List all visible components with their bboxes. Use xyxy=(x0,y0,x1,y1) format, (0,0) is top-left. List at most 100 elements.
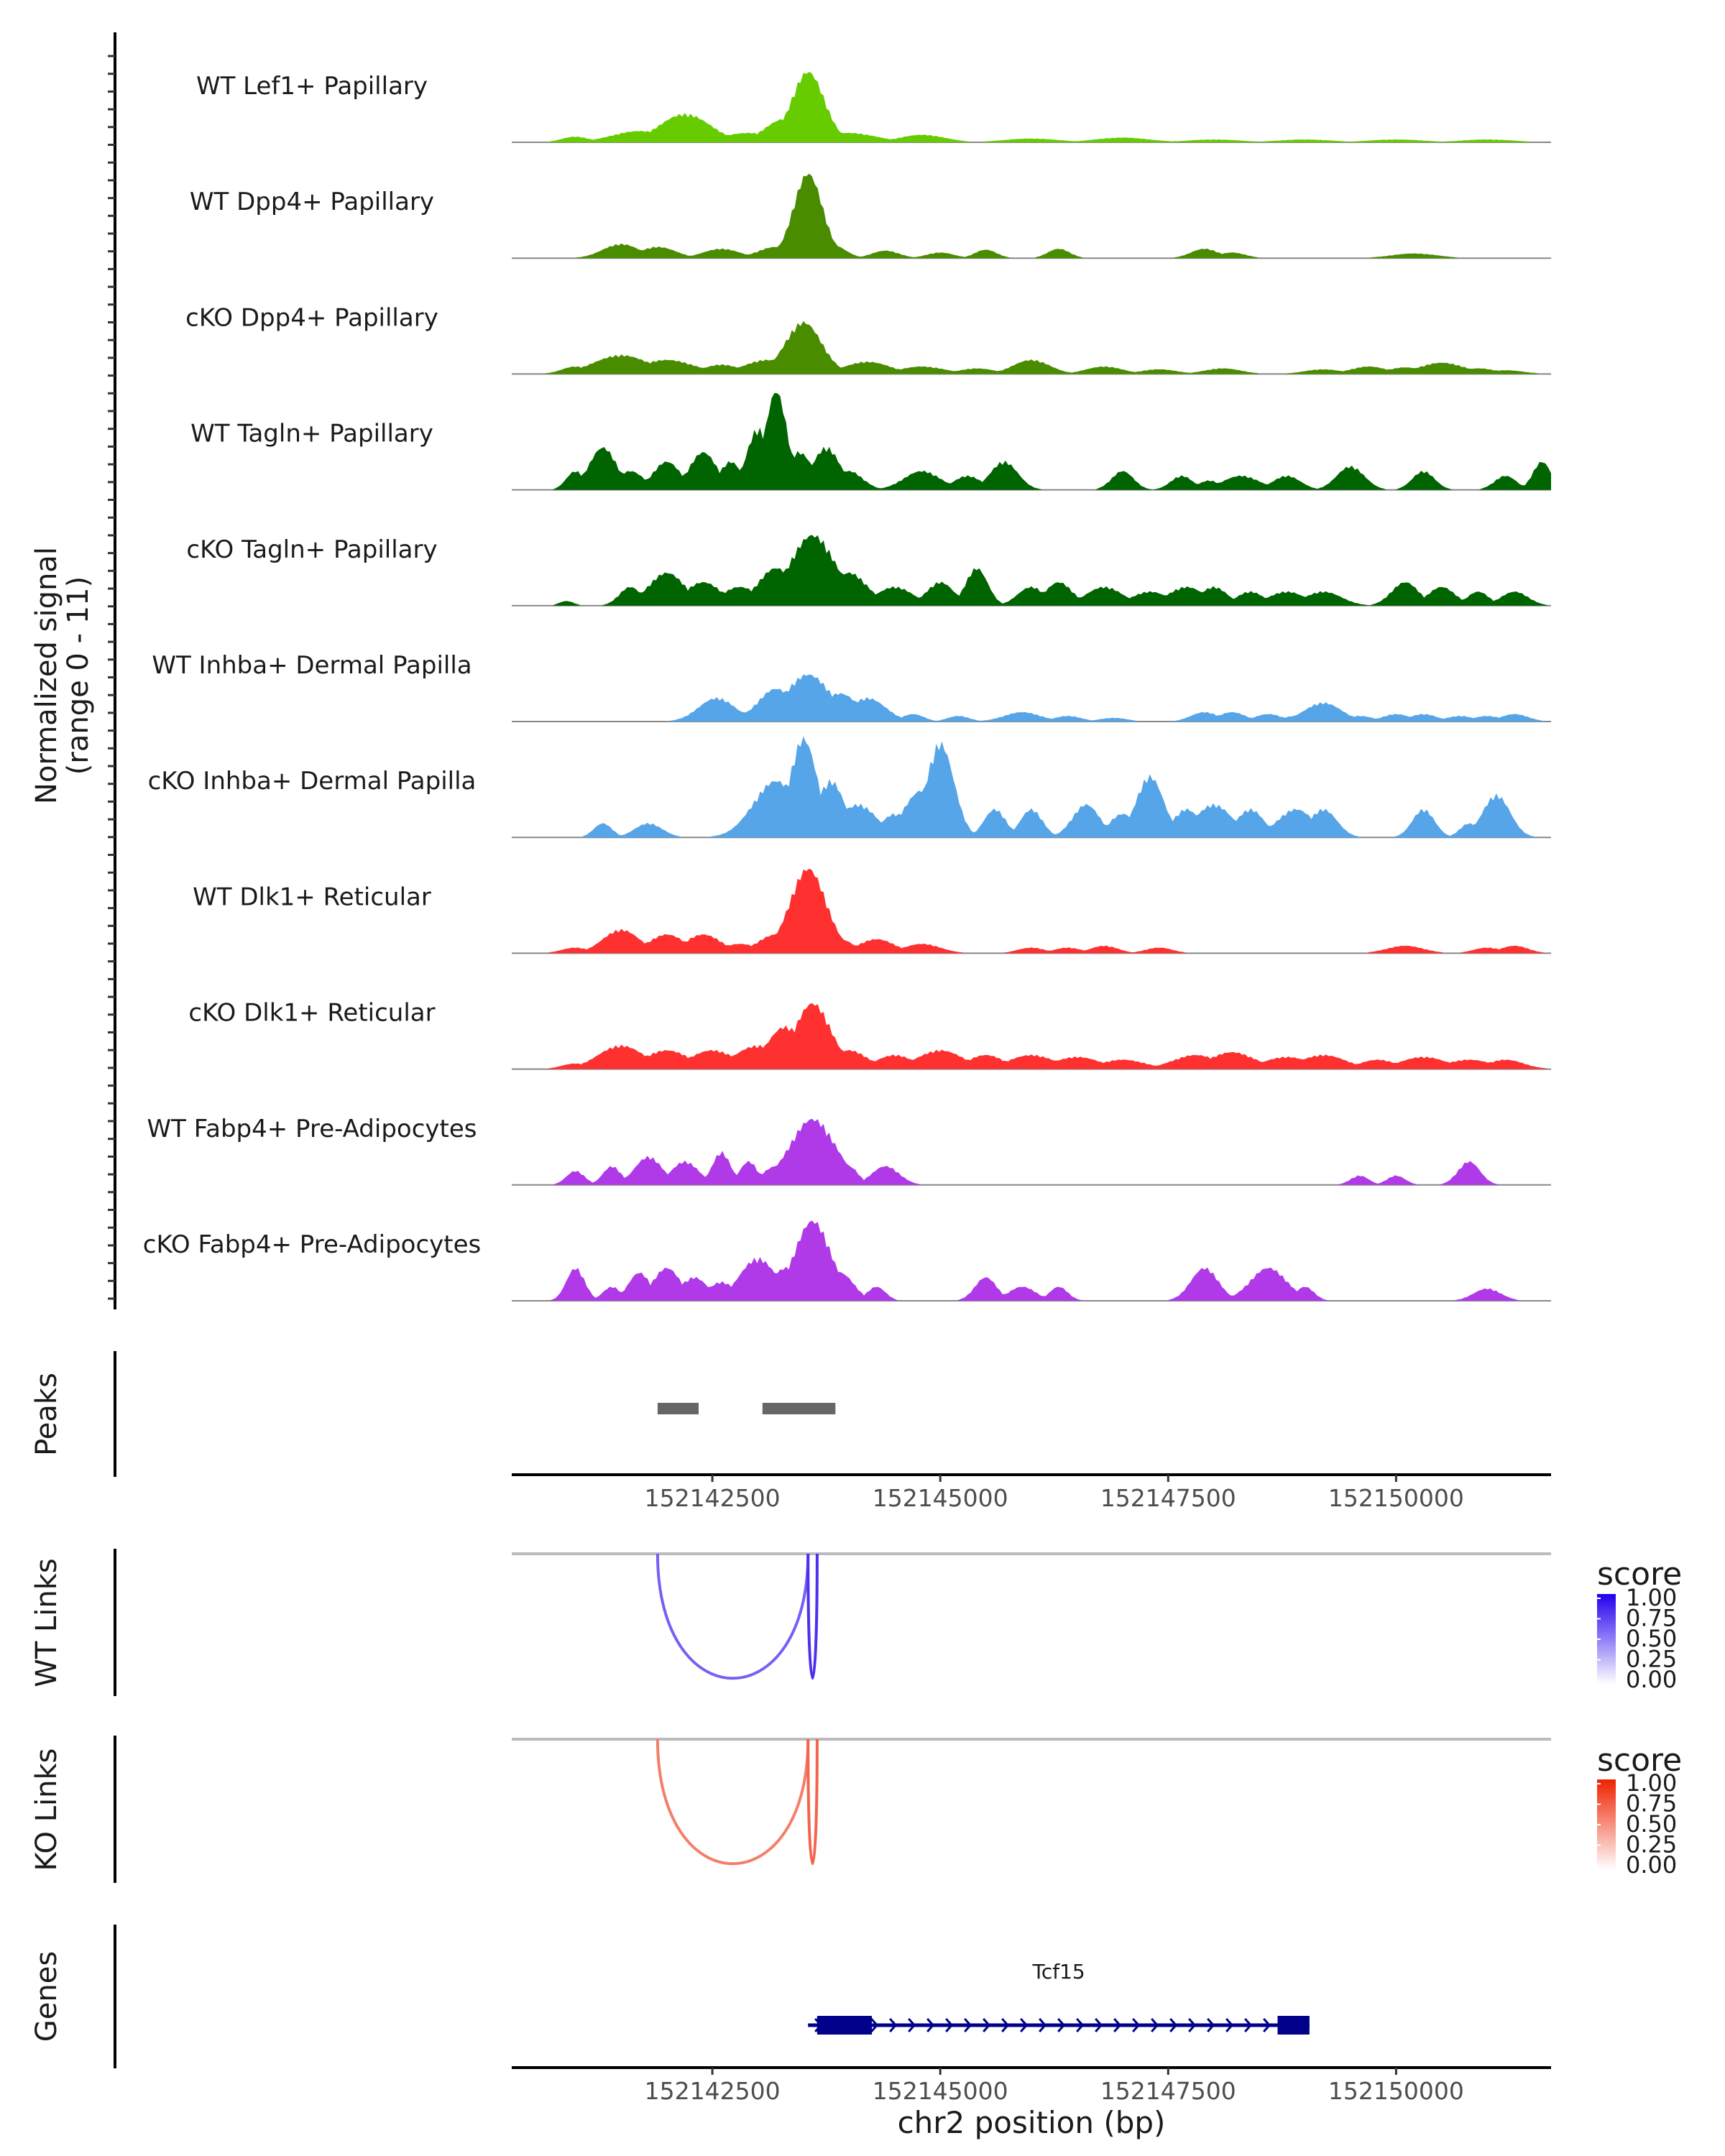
genes-label: Genes xyxy=(30,1951,63,2042)
x-axis-bottom: 152142500 152145000 152147500 152150000 xyxy=(512,2066,1551,2105)
coverage-area xyxy=(512,1003,1551,1069)
x-tick-label: 152150000 xyxy=(1328,1484,1464,1512)
coverage-area xyxy=(512,1220,1551,1301)
peaks-label: Peaks xyxy=(30,1373,63,1456)
track-label: cKO Dlk1+ Reticular xyxy=(188,999,435,1028)
link-arc xyxy=(806,1553,819,1680)
coverage-tracks: WT Lef1+ Papillary WT Dpp4+ Papillary cKO … xyxy=(143,72,1551,1302)
legend-tick-label: 0.50 xyxy=(1626,1810,1677,1838)
coverage-area xyxy=(512,392,1551,490)
legend-tick-label: 0.50 xyxy=(1626,1625,1677,1652)
peaks-panel: Peaks xyxy=(30,1351,836,1477)
strand-arrow xyxy=(945,2018,954,2032)
track-wt-fabp4-pre-adipocytes: WT Fabp4+ Pre-Adipocytes xyxy=(147,1115,1551,1186)
ko-links-panel: KO Links score xyxy=(30,1736,1682,1883)
coverage-area xyxy=(512,535,1551,606)
track-label: WT Inhba+ Dermal Papilla xyxy=(152,651,472,680)
strand-arrow xyxy=(889,2018,898,2032)
links-wt-links: 1.000.750.500.250.00 xyxy=(512,1552,1677,1693)
legend-tick-label: 1.00 xyxy=(1626,1769,1677,1797)
link-arc xyxy=(656,1553,810,1680)
links-ko-links: 1.000.750.500.250.00 xyxy=(512,1738,1677,1879)
strand-arrow xyxy=(964,2018,972,2032)
strand-arrow xyxy=(1169,2018,1178,2032)
strand-arrow xyxy=(1020,2018,1029,2032)
gene-tcf15: Tcf15 xyxy=(808,1960,1310,2035)
x-tick-label: 152147500 xyxy=(1100,2077,1236,2105)
strand-arrow xyxy=(1188,2018,1197,2032)
wt-links-panel: WT Links score xyxy=(30,1549,1682,1696)
coverage-area xyxy=(512,1118,1551,1185)
x-tick-label: 152142500 xyxy=(645,2077,781,2105)
link-arc xyxy=(656,1738,810,1866)
track-wt-dlk1-reticular: WT Dlk1+ Reticular xyxy=(193,868,1551,954)
strand-arrow xyxy=(926,2018,935,2032)
strand-arrow xyxy=(1132,2018,1141,2032)
strand-arrow xyxy=(983,2018,991,2032)
coverage-area xyxy=(512,868,1551,954)
track-label: WT Dpp4+ Papillary xyxy=(190,188,434,216)
strand-arrow xyxy=(1095,2018,1103,2032)
strand-arrow xyxy=(1113,2018,1122,2032)
coverage-area xyxy=(512,321,1551,374)
x-tick-label: 152150000 xyxy=(1328,2077,1464,2105)
track-cko-tagln-papillary: cKO Tagln+ Papillary xyxy=(186,535,1551,607)
ko-links-legend-title: score xyxy=(1597,1742,1682,1779)
x-axis-top: 152142500 152145000 152147500 152150000 xyxy=(512,1473,1551,1512)
track-label: cKO Fabp4+ Pre-Adipocytes xyxy=(143,1230,482,1259)
track-cko-fabp4-pre-adipocytes: cKO Fabp4+ Pre-Adipocytes xyxy=(143,1220,1551,1302)
signal-axis-label-line2: (range 0 - 11) xyxy=(62,576,95,775)
legend-tick-label: 1.00 xyxy=(1626,1584,1677,1611)
x-tick-label: 152142500 xyxy=(645,1484,781,1512)
peak-regions xyxy=(657,1403,836,1414)
strand-arrow xyxy=(1001,2018,1010,2032)
track-label: cKO Tagln+ Papillary xyxy=(186,535,437,564)
legend-tick-label: 0.75 xyxy=(1626,1605,1677,1632)
track-label: WT Tagln+ Papillary xyxy=(190,420,433,448)
x-tick-label: 152147500 xyxy=(1100,1484,1236,1512)
peak-region xyxy=(657,1403,699,1414)
coverage-area xyxy=(512,173,1551,259)
signal-axis-label: Normalized signal (range 0 - 11) xyxy=(30,547,95,804)
coverage-axis xyxy=(108,32,116,1309)
track-cko-dpp4-papillary: cKO Dpp4+ Papillary xyxy=(185,303,1551,375)
legend-tick-label: 0.25 xyxy=(1626,1646,1677,1673)
legend-tick-label: 0.75 xyxy=(1626,1790,1677,1818)
coverage-area xyxy=(512,736,1551,838)
strand-arrow xyxy=(1151,2018,1159,2032)
wt-links-legend-title: score xyxy=(1597,1556,1682,1593)
strand-arrow xyxy=(1039,2018,1047,2032)
legend-tick-label: 0.25 xyxy=(1626,1831,1677,1858)
legend-tick-label: 0.00 xyxy=(1626,1851,1677,1879)
strand-arrow xyxy=(1057,2018,1066,2032)
ko-links-label: KO Links xyxy=(30,1749,63,1871)
track-label: WT Lef1+ Papillary xyxy=(196,72,428,101)
strand-arrow xyxy=(908,2018,916,2032)
gene-name: Tcf15 xyxy=(1031,1960,1085,1984)
x-tick-label: 152145000 xyxy=(873,1484,1008,1512)
strand-arrow xyxy=(1263,2018,1271,2032)
track-cko-inhba-dermal-papilla: cKO Inhba+ Dermal Papilla xyxy=(148,736,1551,839)
track-label: WT Dlk1+ Reticular xyxy=(193,883,431,911)
strand-arrow xyxy=(1244,2018,1253,2032)
coverage-area xyxy=(512,674,1551,722)
peak-region xyxy=(762,1403,836,1414)
gene-exon xyxy=(1277,2016,1310,2035)
track-cko-dlk1-reticular: cKO Dlk1+ Reticular xyxy=(188,999,1551,1070)
track-label: cKO Inhba+ Dermal Papilla xyxy=(148,767,477,796)
track-label: WT Fabp4+ Pre-Adipocytes xyxy=(147,1115,477,1143)
track-wt-inhba-dermal-papilla: WT Inhba+ Dermal Papilla xyxy=(152,651,1551,722)
strand-arrow xyxy=(1225,2018,1234,2032)
track-wt-lef1-papillary: WT Lef1+ Papillary xyxy=(196,72,1551,143)
signal-axis-label-line1: Normalized signal xyxy=(30,547,63,804)
wt-links-label: WT Links xyxy=(30,1558,63,1687)
x-tick-label: 152145000 xyxy=(873,2077,1008,2105)
gene-models: Tcf15 xyxy=(808,1960,1310,2035)
legend-tick-label: 0.00 xyxy=(1626,1666,1677,1693)
genes-panel: Genes Tcf15 xyxy=(30,1925,1310,2068)
track-wt-dpp4-papillary: WT Dpp4+ Papillary xyxy=(190,173,1551,259)
links-panels: WT Links score KO Links score 1.000.750.… xyxy=(30,1549,1682,1883)
coverage-area xyxy=(512,72,1551,142)
